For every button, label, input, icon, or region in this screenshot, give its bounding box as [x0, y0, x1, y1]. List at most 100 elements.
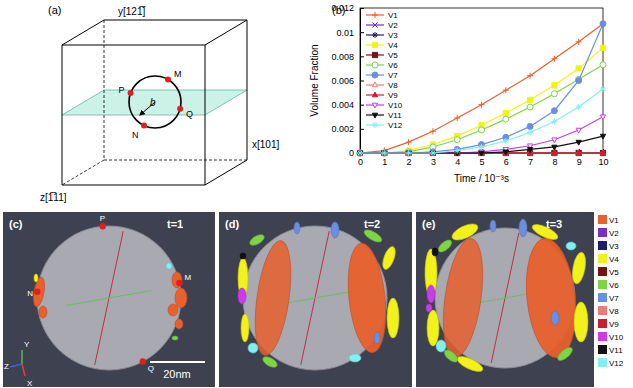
precipitate: [238, 288, 246, 304]
legend-label: V1: [609, 216, 619, 225]
triad-axis: [22, 364, 25, 376]
legend-marker: [372, 52, 377, 57]
data-point: [576, 150, 581, 155]
series-line: [360, 48, 603, 153]
precipitate: [172, 336, 178, 340]
tick: 5: [479, 149, 484, 167]
tick-mark: [360, 129, 364, 130]
data-point: [600, 86, 606, 92]
tick: 0.01: [336, 28, 364, 38]
tick-label: 9: [577, 157, 582, 167]
legend-swatch: [598, 254, 607, 263]
legend-label: V3: [388, 31, 398, 40]
precipitate: [450, 221, 480, 244]
renders: (c)t=1PNMQYZX20nm(d)t=2(e)t=3: [3, 212, 594, 388]
data-point: [357, 150, 362, 155]
data-point: [600, 150, 605, 155]
legend-swatch: [598, 358, 607, 367]
data-point: [551, 91, 557, 97]
dislocation-loop: [129, 76, 181, 128]
legend-item: V8: [366, 81, 398, 90]
legend-label: V7: [388, 71, 398, 80]
data-point: [527, 129, 533, 135]
panel-label: (a): [48, 4, 61, 16]
data-point: [479, 150, 485, 156]
data-point: [381, 150, 387, 156]
legend-label: V6: [388, 61, 398, 70]
data-point: [406, 150, 411, 155]
cube-edge-hidden: [104, 20, 105, 160]
vector-label: b: [150, 97, 156, 108]
tick-label: 1: [382, 157, 387, 167]
tick-label: 0: [349, 148, 354, 158]
data-point: [576, 140, 581, 145]
legend-label: V10: [609, 333, 624, 342]
cube-edge: [205, 45, 206, 185]
tick-mark: [360, 105, 364, 106]
data-point: [479, 127, 485, 133]
precipitate: [248, 233, 266, 248]
triad-label: Z: [4, 362, 9, 371]
legend-marker: [372, 103, 377, 108]
legend-swatch: [598, 306, 607, 315]
panel-background: [416, 212, 594, 387]
y-axis: 00.0020.0040.0060.0080.010.012: [331, 3, 364, 158]
data-point: [552, 145, 557, 150]
panel-background: [3, 212, 215, 387]
tick-label: 5: [479, 157, 484, 167]
chart: (b)01234567891000.0020.0040.0060.0080.01…: [309, 3, 609, 184]
data-point: [551, 119, 557, 125]
legend-label: V1: [388, 11, 398, 20]
tick: 1: [382, 149, 387, 167]
precipitate: [387, 298, 399, 338]
legend-label: V8: [609, 307, 619, 316]
cube-edge-hidden: [62, 160, 104, 185]
axis-label: x[101]: [252, 139, 279, 150]
triad-label: Y: [24, 340, 30, 349]
legend-marker: [372, 92, 377, 97]
data-point: [382, 150, 387, 155]
data-point: [381, 150, 387, 156]
scale-bar: [150, 361, 205, 363]
cube-edge-hidden: [104, 160, 247, 161]
data-point: [357, 150, 363, 156]
precipitate: [427, 310, 439, 346]
data-point: [503, 111, 508, 116]
data-point: [600, 150, 605, 155]
point: [100, 223, 106, 229]
data-point: [552, 83, 557, 88]
tick: 0.008: [331, 52, 364, 62]
tick-label: 0.01: [336, 28, 354, 38]
data-point: [503, 116, 509, 122]
time-label: t=3: [546, 218, 562, 230]
legend-label: V9: [388, 91, 398, 100]
legend-marker: [372, 32, 378, 38]
legend-marker: [372, 22, 377, 27]
panel-label: (e): [422, 218, 436, 230]
point-label: P: [100, 214, 105, 223]
legend-label: V4: [388, 41, 398, 50]
tick-mark: [360, 32, 364, 33]
series-line: [360, 117, 603, 153]
data-point: [576, 66, 581, 71]
legend-swatch: [598, 241, 607, 250]
point: [140, 358, 146, 364]
legend-marker: [372, 122, 378, 128]
point-label: P: [119, 85, 125, 95]
precipitate: [294, 222, 300, 234]
tick-mark: [360, 81, 364, 82]
precipitate: [168, 304, 178, 316]
precipitate: [241, 314, 249, 342]
precipitate: [175, 288, 187, 308]
data-point: [576, 150, 582, 156]
legend-label: V12: [388, 121, 403, 130]
data-point: [430, 150, 436, 156]
legend-swatch: [598, 345, 607, 354]
tick: 0: [349, 148, 364, 158]
legend-label: V5: [609, 268, 619, 277]
data-point: [406, 139, 412, 145]
point-label: M: [184, 273, 191, 282]
precipitate: [39, 306, 47, 318]
panel-label: (c): [9, 218, 23, 230]
tick-label: 7: [528, 157, 533, 167]
